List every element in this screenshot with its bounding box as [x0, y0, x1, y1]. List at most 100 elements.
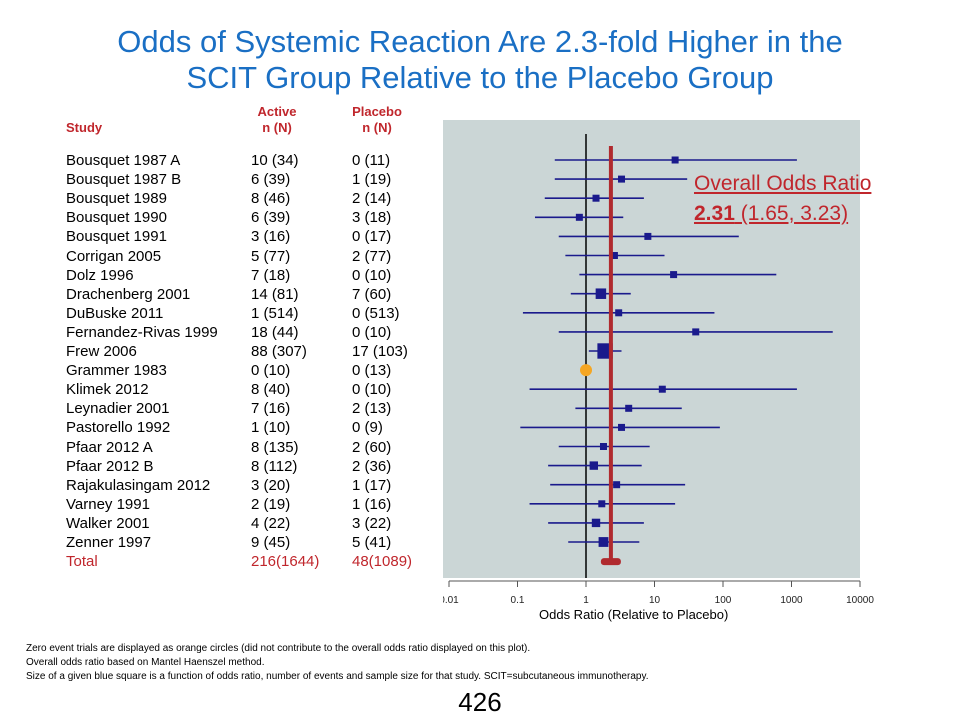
placebo-count: 0 (10) [352, 266, 392, 284]
active-count: 4 (22) [251, 514, 291, 532]
active-count: 8 (40) [251, 381, 291, 399]
active-count: 3 (20) [251, 476, 291, 494]
x-tick-label: 1000 [780, 595, 803, 606]
placebo-count: 3 (18) [352, 209, 392, 227]
study-marker [610, 252, 618, 259]
overall-ci-bar [600, 558, 621, 566]
active-count: 8 (135) [251, 438, 299, 456]
overall-odds-ratio-annotation: Overall Odds Ratio 2.31 (1.65, 3.23) [694, 169, 871, 229]
study-marker [644, 232, 652, 240]
study-name: Bousquet 1987 B [66, 171, 182, 189]
active-count: 6 (39) [251, 171, 291, 189]
study-marker [591, 518, 601, 528]
study-marker [595, 288, 607, 299]
placebo-count: 2 (60) [352, 438, 392, 456]
forest-plot: 0.01 0.1 1 10 100 1000 10000 [443, 120, 874, 606]
study-name: Grammer 1983 [66, 362, 167, 380]
study-marker [625, 404, 633, 412]
active-count: 1 (514) [251, 304, 299, 322]
active-count: 6 (39) [251, 209, 291, 227]
title-line-2: SCIT Group Relative to the Placebo Group [186, 60, 774, 95]
placebo-count: 48(1089) [352, 553, 413, 571]
active-count: 8 (112) [251, 457, 298, 475]
study-name: Dolz 1996 [66, 266, 134, 284]
header-placebo-label: Placebo [352, 104, 402, 119]
overall-ci: (1.65, 3.23) [734, 202, 849, 225]
plot-panel [443, 120, 860, 578]
placebo-count: 1 (17) [352, 476, 392, 494]
study-marker [671, 156, 679, 164]
study-name: Pastorello 1992 [66, 419, 171, 437]
study-name: Bousquet 1987 A [66, 152, 181, 169]
study-name: Pfaar 2012 A [66, 438, 153, 456]
active-count: 8 (46) [251, 190, 291, 208]
study-marker [692, 328, 700, 336]
study-name: Corrigan 2005 [66, 247, 162, 265]
study-marker [618, 175, 626, 183]
footnote-line-1: Zero event trials are displayed as orang… [26, 643, 531, 654]
placebo-count: 2 (36) [352, 457, 392, 475]
study-marker [575, 213, 583, 221]
study-name: Frew 2006 [66, 343, 137, 360]
overall-value: 2.31 [694, 202, 735, 225]
study-name: Bousquet 1991 [66, 228, 167, 246]
x-tick-label: 1 [583, 595, 589, 606]
study-name: Total [66, 553, 98, 571]
active-count: 7 (18) [251, 266, 291, 284]
study-marker [613, 481, 621, 489]
overall-value-line: 2.31 (1.65, 3.23) [694, 199, 871, 229]
study-name: Bousquet 1989 [66, 190, 167, 208]
header-active: Active n (N) [232, 104, 322, 136]
active-count: 7 (16) [251, 400, 291, 418]
active-count: 3 (16) [251, 228, 291, 246]
footnote-line-3: Size of a given blue square is a functio… [26, 671, 649, 682]
study-name: Klimek 2012 [66, 381, 149, 399]
active-count: 1 (10) [251, 419, 291, 437]
study-marker [658, 385, 666, 393]
placebo-count: 17 (103) [352, 343, 408, 360]
placebo-count: 5 (41) [352, 534, 392, 551]
placebo-count: 0 (13) [352, 362, 392, 380]
study-name: Varney 1991 [66, 495, 150, 513]
study-name: Bousquet 1990 [66, 209, 167, 227]
study-marker [618, 423, 626, 431]
study-name: Pfaar 2012 B [66, 457, 154, 475]
study-marker [670, 271, 678, 279]
study-name: Fernandez-Rivas 1999 [66, 323, 218, 341]
x-tick-label: 0.01 [443, 595, 459, 606]
placebo-count: 1 (16) [352, 495, 392, 513]
footnote: Zero event trials are displayed as orang… [26, 642, 648, 684]
header-active-n: n (N) [262, 120, 292, 135]
x-tick-label: 100 [715, 595, 732, 606]
study-marker [598, 500, 606, 508]
x-axis-label: Odds Ratio (Relative to Placebo) [539, 607, 729, 622]
zero-event-marker [580, 364, 592, 377]
slide-title: Odds of Systemic Reaction Are 2.3-fold H… [0, 24, 960, 96]
active-count: 0 (10) [251, 362, 291, 380]
x-tick-label: 10 [649, 595, 661, 606]
active-count: 10 (34) [251, 152, 299, 169]
active-count: 18 (44) [251, 323, 299, 341]
placebo-count: 2 (14) [352, 190, 392, 208]
active-count: 88 (307) [251, 343, 307, 360]
header-placebo: Placebo n (N) [332, 104, 422, 136]
placebo-count: 3 (22) [352, 514, 392, 532]
study-name: Rajakulasingam 2012 [66, 476, 211, 494]
header-study: Study [66, 120, 103, 135]
footnote-line-2: Overall odds ratio based on Mantel Haens… [26, 657, 265, 668]
header-placebo-n: n (N) [362, 120, 392, 135]
active-count: 2 (19) [251, 495, 291, 513]
study-marker [589, 461, 599, 470]
study-name: Drachenberg 2001 [66, 285, 191, 303]
active-count: 5 (77) [251, 247, 291, 265]
study-name: Zenner 1997 [66, 534, 152, 551]
page-number: 426 [458, 687, 502, 717]
placebo-count: 1 (19) [352, 171, 392, 189]
title-line-1: Odds of Systemic Reaction Are 2.3-fold H… [117, 24, 843, 59]
study-name: Leynadier 2001 [66, 400, 170, 418]
active-count: 9 (45) [251, 534, 291, 551]
placebo-count: 7 (60) [352, 285, 392, 303]
active-count: 216(1644) [251, 553, 320, 571]
x-tick-label: 0.1 [511, 595, 525, 606]
study-marker [599, 443, 607, 450]
